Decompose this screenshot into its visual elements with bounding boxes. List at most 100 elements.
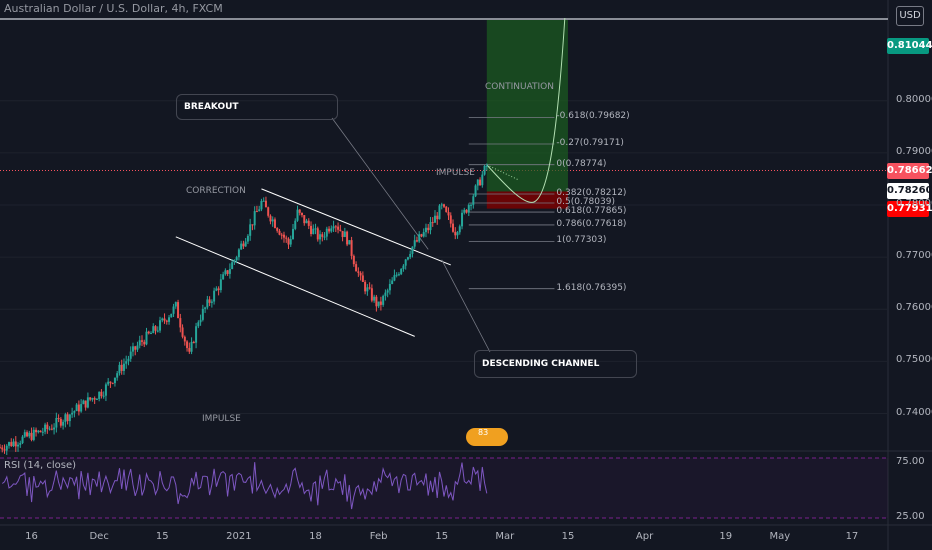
candle-body	[282, 234, 285, 238]
candle-body	[195, 326, 198, 343]
candle-body	[264, 200, 267, 208]
candle-body	[59, 418, 62, 426]
x-tick-label: Apr	[635, 531, 654, 542]
candle-body	[102, 395, 105, 397]
candle-body	[319, 234, 322, 240]
candle-body	[255, 211, 258, 213]
candle-body	[276, 227, 279, 231]
candle-body	[62, 421, 65, 426]
candle-body	[28, 432, 31, 437]
candle-body	[287, 238, 290, 245]
descending-channel-callout[interactable]: DESCENDING CHANNEL	[474, 350, 637, 378]
candle-body	[161, 318, 164, 321]
candle-body	[156, 330, 159, 332]
candle-body	[447, 212, 450, 216]
candle-body	[461, 212, 464, 227]
candle-body	[231, 262, 234, 270]
candle-body	[201, 308, 204, 320]
candle-body	[183, 336, 186, 342]
candle-body	[91, 398, 94, 400]
candle-body	[41, 431, 44, 433]
events-badge[interactable]: 83	[466, 428, 508, 446]
candle-body	[258, 209, 261, 212]
candle-body	[190, 341, 193, 352]
candle-body	[98, 391, 101, 399]
candle-body	[170, 313, 173, 318]
rsi-legend: RSI (14, close)	[4, 460, 77, 471]
currency-button[interactable]: USD	[896, 6, 924, 26]
channel-upper-line	[261, 188, 451, 266]
candle-body	[75, 404, 78, 412]
candle-body	[402, 265, 405, 269]
candle-body	[325, 228, 328, 237]
candle-body	[172, 306, 175, 314]
position-zones	[486, 20, 568, 209]
candle-body	[429, 222, 432, 231]
x-tick-label: 16	[25, 531, 38, 542]
candle-body	[242, 243, 245, 247]
candle-body	[454, 231, 457, 236]
candle-body	[328, 228, 331, 232]
x-tick-label: Dec	[89, 531, 109, 542]
fib-level-label: 0.618(0.77865)	[556, 206, 627, 217]
candle-body	[337, 226, 340, 230]
candle-body	[366, 287, 369, 292]
x-tick-label: 2021	[226, 531, 252, 542]
fib-lines	[468, 116, 555, 290]
candle-body	[251, 224, 254, 226]
candle-body	[397, 274, 400, 276]
x-tick-label: May	[769, 531, 791, 542]
candle-body	[463, 209, 466, 213]
candle-body	[95, 398, 98, 400]
candle-body	[181, 327, 184, 337]
candle-body	[386, 290, 389, 293]
candle-body	[330, 228, 333, 232]
price-axis-label: 0.81044	[887, 38, 932, 55]
candle-body	[465, 209, 468, 213]
candle-body	[5, 445, 8, 451]
candle-body	[321, 234, 324, 237]
breakout-callout[interactable]: BREAKOUT	[176, 94, 338, 120]
fib-level-label: 0.382(0.78212)	[556, 187, 627, 198]
candle-body	[104, 384, 107, 396]
fib-level-label: 1(0.77303)	[556, 235, 607, 246]
candle-body	[411, 246, 414, 254]
candle-body	[260, 200, 263, 210]
candle-body	[278, 230, 281, 235]
candle-body	[208, 299, 211, 303]
candle-body	[269, 215, 272, 222]
candle-body	[244, 241, 247, 247]
candle-body	[10, 442, 13, 447]
candle-body	[361, 275, 364, 282]
candle-body	[174, 302, 177, 307]
rsi-line	[1, 462, 488, 510]
x-tick-label: 15	[155, 531, 169, 542]
price-axis-label: 0.77931	[887, 200, 932, 217]
candle-body	[222, 274, 225, 280]
candle-body	[32, 429, 35, 440]
x-tick-label: 18	[309, 531, 322, 542]
candle-body	[127, 358, 130, 362]
candle-body	[84, 400, 87, 408]
candle-body	[107, 381, 110, 385]
candle-body	[12, 441, 15, 447]
candle-body	[395, 274, 398, 276]
candle-body	[404, 259, 407, 266]
candle-body	[249, 224, 252, 236]
candle-body	[422, 232, 425, 237]
candle-body	[80, 404, 83, 412]
x-tick-label: Feb	[369, 531, 388, 542]
candle-body	[420, 234, 423, 237]
candle-body	[113, 377, 116, 384]
fib-level-label: -0.618(0.79682)	[556, 111, 630, 122]
candle-body	[131, 346, 134, 352]
candles	[0, 163, 488, 455]
candle-body	[8, 442, 11, 446]
candle-body	[118, 364, 121, 374]
candle-body	[240, 243, 243, 250]
candle-body	[120, 364, 123, 371]
